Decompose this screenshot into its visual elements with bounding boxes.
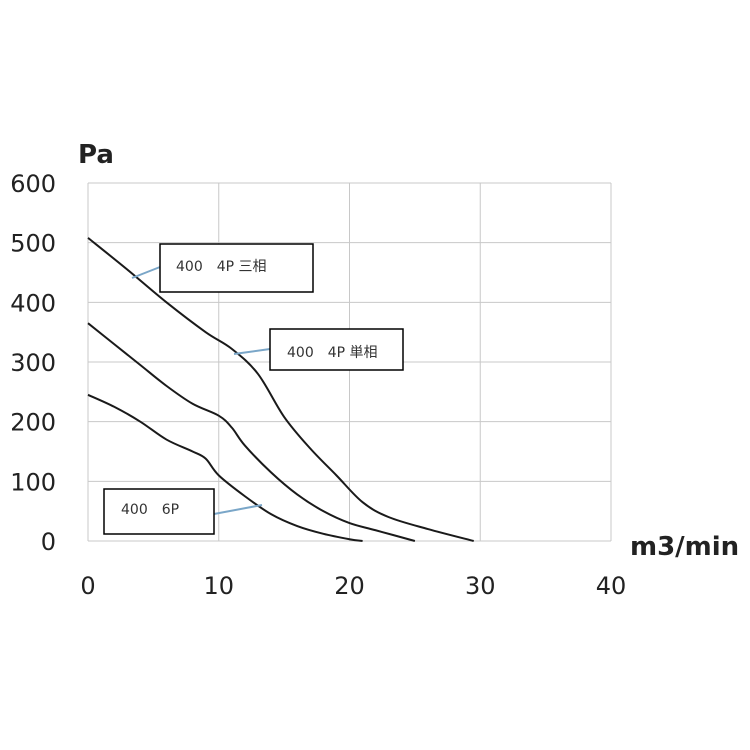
y-tick-label: 400 xyxy=(10,289,56,317)
callout-400-4p-single-phase-label: 400 4P 単相 xyxy=(287,345,378,361)
grid-lines xyxy=(87,182,612,542)
series-line-400-4p-single-phase xyxy=(87,322,416,542)
series-line-400-4p-three-phase xyxy=(87,237,474,542)
x-tick-label: 20 xyxy=(334,572,365,600)
callout-400-6p-label: 400 6P xyxy=(121,502,179,518)
x-axis-unit: m3/min xyxy=(630,532,739,562)
callout-leader-line xyxy=(233,348,271,355)
tick-labels: 0 100 200 300 400 500 600 0 10 20 30 40 xyxy=(10,170,626,600)
callout-400-4p-three-phase-box xyxy=(159,243,314,293)
callout-leader-line xyxy=(213,504,263,515)
callout-400-4p-three-phase-label: 400 4P 三相 xyxy=(176,259,267,275)
y-tick-label: 600 xyxy=(10,170,56,198)
y-tick-label: 0 xyxy=(41,528,56,556)
series-line-400-6p xyxy=(87,393,363,542)
x-tick-label: 30 xyxy=(465,572,496,600)
x-tick-label: 0 xyxy=(80,572,95,600)
x-tick-label: 40 xyxy=(596,572,627,600)
y-tick-label: 100 xyxy=(10,468,56,496)
series-callouts: 400 4P 三相 400 4P 単相 400 6P xyxy=(103,243,404,535)
y-tick-label: 500 xyxy=(10,230,56,258)
callout-400-4p-single-phase-box xyxy=(269,328,404,371)
y-axis-unit: Pa xyxy=(78,140,114,170)
y-tick-label: 200 xyxy=(10,409,56,437)
series-lines xyxy=(87,237,474,542)
callout-leader-line xyxy=(131,266,161,279)
x-tick-label: 10 xyxy=(203,572,234,600)
y-tick-label: 300 xyxy=(10,349,56,377)
callout-400-6p-box xyxy=(103,488,215,535)
